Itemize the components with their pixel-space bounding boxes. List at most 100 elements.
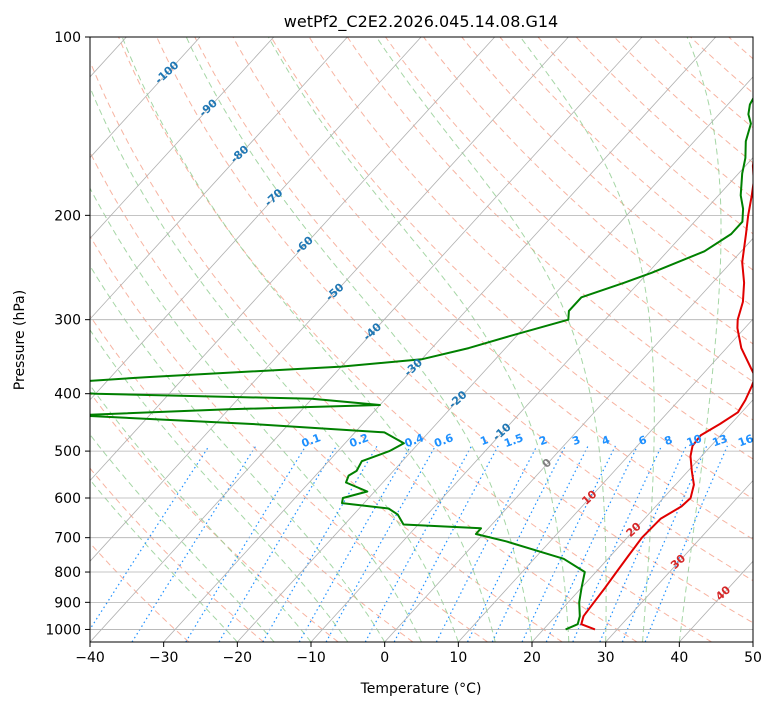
y-tick-label: 600	[54, 491, 81, 507]
dewpoint-profile-line	[90, 96, 753, 631]
mixing-ratio-label: 6	[637, 433, 649, 448]
isotherm-line	[90, 37, 201, 159]
x-tick-label: 10	[449, 650, 467, 666]
dry-adiabat-line	[308, 37, 753, 460]
moist-adiabat-line	[185, 37, 533, 642]
mixing-ratio-line	[325, 445, 437, 642]
y-tick-label: 300	[54, 313, 81, 329]
dry-adiabat-line	[270, 37, 753, 500]
dry-adiabat-line	[156, 37, 753, 624]
isotherm-line	[90, 37, 643, 642]
dry-adiabat-line	[90, 60, 638, 642]
isotherm-line	[384, 237, 753, 642]
mixing-ratio-line	[644, 445, 728, 642]
x-tick-label: 50	[744, 650, 762, 666]
mixing-ratio-label: 4	[600, 433, 612, 448]
isobar-grid	[90, 37, 753, 630]
isotherm-line	[163, 37, 717, 642]
isotherm-label: -100	[152, 58, 181, 86]
plot-area: -100-90-80-70-60-50-40-30-20-10010203040…	[90, 37, 775, 642]
isotherm-grid	[90, 37, 753, 642]
dry-adiabat-line	[118, 37, 712, 642]
x-tick-label: 40	[670, 650, 688, 666]
x-axis-label: Temperature (°C)	[360, 681, 482, 697]
mixing-ratio-label: 20	[758, 432, 775, 450]
y-tick-label: 400	[54, 387, 81, 403]
x-tick-label: −20	[223, 650, 253, 666]
temperature-profile-line	[580, 158, 753, 631]
isotherm-line	[90, 37, 496, 482]
mixing-ratio-line	[131, 445, 257, 642]
dry-adiabat-line	[346, 37, 753, 421]
x-tick-label: 0	[380, 650, 389, 666]
y-axis-label: Pressure (hPa)	[12, 290, 28, 390]
mixing-ratio-label: 3	[571, 433, 583, 448]
isotherm-line	[90, 37, 422, 401]
y-tick-label: 700	[54, 531, 81, 547]
mixing-ratio-line	[262, 445, 378, 642]
moist-adiabat-line	[375, 37, 607, 642]
mixing-ratio-line	[90, 445, 210, 631]
moist-adiabat-line	[90, 86, 459, 642]
mixing-ratio-label: 0.2	[348, 431, 371, 450]
mixing-ratio-line	[491, 445, 589, 642]
dry-adiabat-line	[728, 37, 753, 60]
mixing-ratio-label: 0.6	[432, 431, 455, 450]
y-tick-label: 900	[54, 595, 81, 611]
plot-frame	[89, 36, 754, 643]
x-axis-ticks: −40 −30 −20 −10 0 10 20 30 40 50	[75, 642, 762, 666]
y-tick-label: 200	[54, 208, 81, 224]
y-axis-ticks: 1000 900 800 700 600 500 400 300 200 100	[45, 30, 90, 638]
isotherm-line	[90, 37, 275, 239]
mixing-ratio-label: 1.5	[502, 431, 525, 450]
mixing-ratio-line	[621, 445, 708, 642]
moist-adiabat-line	[90, 479, 238, 642]
mixing-ratio-line	[599, 445, 687, 642]
dry-adiabat-line	[690, 37, 753, 94]
dry-adiabat-line	[652, 37, 753, 129]
mixing-ratio-label: 8	[663, 433, 675, 448]
mixing-ratio-line	[364, 445, 473, 642]
mixing-ratio-label: 13	[711, 432, 730, 449]
moist-adiabat-line	[90, 329, 349, 642]
dry-adiabat-line	[90, 542, 190, 642]
dry-adiabats	[90, 37, 753, 642]
dry-adiabat-line	[90, 235, 488, 642]
dry-adiabat-line	[385, 37, 753, 383]
dry-adiabat-line	[423, 37, 753, 345]
y-tick-label: 500	[54, 444, 81, 460]
mixing-ratio-label: 0.4	[403, 431, 426, 450]
x-tick-label: −30	[149, 650, 179, 666]
x-tick-label: −10	[296, 650, 326, 666]
mixing-ratio-label: 0.1	[300, 431, 323, 450]
dry-adiabat-line	[90, 314, 414, 642]
dry-adiabat-line	[194, 37, 753, 582]
dry-adiabat-line	[90, 151, 563, 642]
mixing-ratio-label: 10	[685, 432, 704, 450]
x-tick-label: 20	[523, 650, 541, 666]
moist-adiabat-line	[519, 37, 655, 642]
isotherm-line	[90, 37, 348, 320]
dry-adiabat-line	[90, 467, 264, 642]
mixing-ratio-labels: 0.10.20.40.611.52346810131620253036	[300, 431, 775, 450]
dry-adiabat-line	[461, 37, 753, 308]
isotherm-line	[310, 157, 753, 642]
isotherm-line	[752, 641, 753, 642]
dry-adiabat-line	[232, 37, 753, 540]
y-tick-label: 1000	[45, 622, 81, 638]
mixing-ratio-label: 1	[478, 433, 490, 448]
dry-adiabat-line	[90, 391, 339, 642]
moist-adiabat-line	[267, 37, 570, 642]
mixing-ratio-label: 2	[537, 433, 549, 448]
isotherm-line	[531, 399, 753, 642]
chart-title: wetPf2_C2E2.2026.045.14.08.G14	[284, 12, 558, 32]
moist-adiabat-line	[121, 37, 496, 642]
mixing-ratio-line	[521, 445, 616, 642]
x-tick-label: 30	[597, 650, 615, 666]
isotherm-line	[458, 318, 753, 642]
moist-adiabat-line	[90, 264, 386, 642]
moist-adiabat-line	[90, 187, 422, 642]
mixing-ratio-line	[218, 445, 338, 642]
isotherm-line	[605, 479, 753, 642]
